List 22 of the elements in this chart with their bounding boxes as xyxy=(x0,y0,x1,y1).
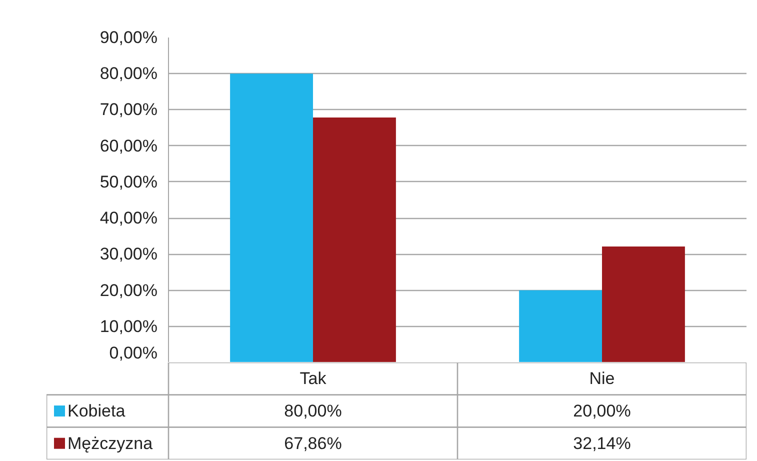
data-label: 80,00% xyxy=(284,402,342,420)
y-tick-label: 50,00% xyxy=(100,172,158,192)
data-label: 67,86% xyxy=(284,434,342,453)
y-tick-label: 70,00% xyxy=(100,100,158,120)
data-label: 32,14% xyxy=(573,434,631,453)
y-tick-label: 20,00% xyxy=(100,280,158,300)
y-tick-label: 90,00% xyxy=(100,28,158,47)
y-tick-label: 60,00% xyxy=(100,136,158,156)
bar xyxy=(602,246,685,362)
y-tick-label: 0,00% xyxy=(109,344,158,362)
data-label: 20,00% xyxy=(573,402,631,420)
y-tick-label: 10,00% xyxy=(100,316,158,336)
y-tick-label: 40,00% xyxy=(100,208,158,228)
legend-label: Kobieta xyxy=(68,402,126,420)
x-tick-label: Tak xyxy=(300,369,327,388)
bar xyxy=(313,117,396,362)
legend-label: Mężczyzna xyxy=(68,434,154,453)
y-tick-label: 30,00% xyxy=(100,244,158,264)
bar xyxy=(230,74,313,362)
x-tick-label: Nie xyxy=(589,369,615,388)
bar xyxy=(519,290,602,362)
y-tick-label: 80,00% xyxy=(100,64,158,84)
